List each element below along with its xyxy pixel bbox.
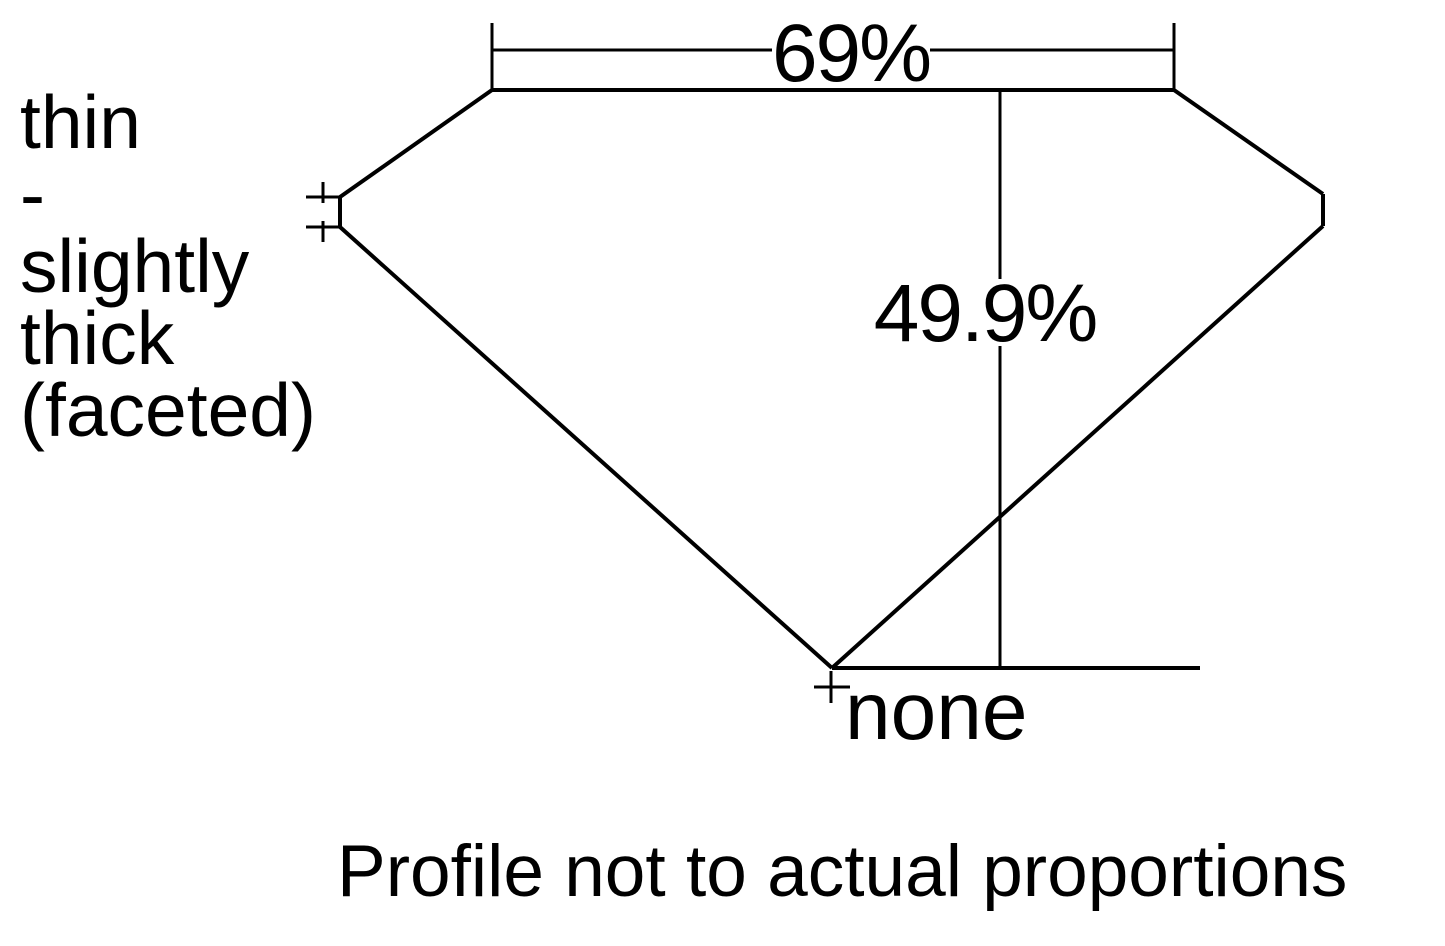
girdle-thickness-label: thin - slightly thick (faceted) <box>20 80 316 452</box>
crown-right-line <box>1172 88 1325 196</box>
table-percentage-label: 69% <box>771 8 932 99</box>
caption-text: Profile not to actual proportions <box>337 831 1348 912</box>
depth-percentage-label: 49.9% <box>873 268 1099 359</box>
culet-label: none <box>845 666 1028 757</box>
crown-left-line <box>338 88 494 199</box>
pavilion-right-line <box>830 224 1325 670</box>
pavilion-left-line <box>338 225 834 670</box>
